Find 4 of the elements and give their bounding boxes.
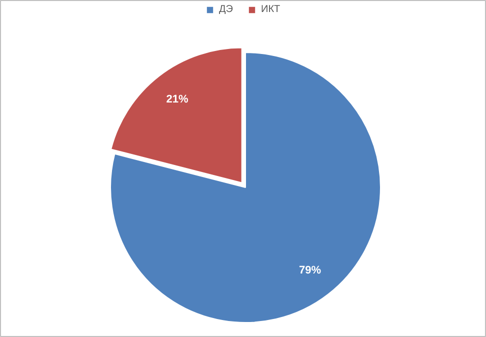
data-label: 21% — [166, 94, 189, 106]
legend-label: ИКТ — [261, 4, 281, 15]
data-label: 79% — [299, 264, 322, 277]
legend-label: ДЭ — [219, 4, 234, 15]
